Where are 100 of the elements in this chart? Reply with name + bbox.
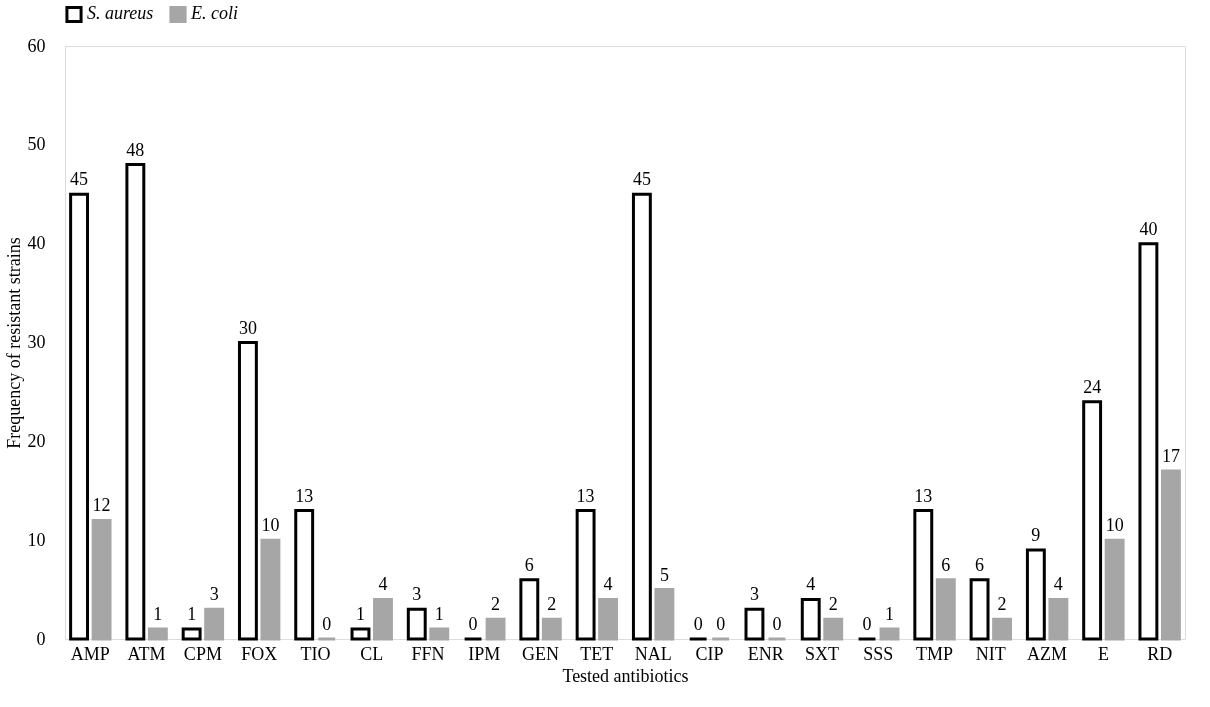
- data-label: 6: [941, 554, 951, 575]
- data-label: 12: [92, 495, 111, 516]
- x-tick-label: FFN: [411, 643, 445, 664]
- bar: [1025, 548, 1046, 641]
- data-label: 1: [153, 604, 163, 625]
- data-label: 1: [187, 604, 197, 625]
- bar: [519, 578, 540, 641]
- legend-label: E. coli: [190, 3, 238, 24]
- x-tick-label: ENR: [747, 643, 784, 664]
- bar: [147, 627, 168, 641]
- data-label: 10: [1105, 515, 1124, 536]
- data-label: 13: [914, 485, 933, 506]
- y-tick-label: 60: [27, 35, 46, 56]
- data-label: 1: [355, 604, 365, 625]
- bar: [879, 627, 900, 641]
- data-label: 0: [716, 614, 726, 634]
- bar: [260, 538, 281, 641]
- bar: [1160, 469, 1181, 641]
- data-label: 2: [547, 594, 557, 615]
- data-label: 17: [1161, 445, 1180, 466]
- bar: [935, 578, 956, 641]
- bar: [541, 617, 562, 641]
- bar: [406, 607, 427, 641]
- data-label: 6: [524, 554, 534, 575]
- data-label: 24: [1083, 376, 1102, 397]
- bar: [1048, 597, 1069, 641]
- x-tick-label: CIP: [695, 643, 724, 664]
- bar: [654, 588, 675, 641]
- x-tick-label: NIT: [975, 643, 1006, 664]
- data-label: 3: [749, 584, 759, 605]
- data-label: 48: [126, 139, 145, 160]
- x-tick-label: CPM: [183, 643, 222, 664]
- bar: [125, 163, 146, 641]
- data-label: 10: [261, 515, 280, 536]
- data-label: 6: [975, 554, 985, 575]
- bar: [823, 617, 844, 641]
- y-tick-label: 20: [27, 430, 46, 451]
- x-tick-label: AZM: [1027, 643, 1068, 664]
- y-tick-label: 10: [27, 529, 46, 550]
- bar: [429, 627, 450, 641]
- bar: [69, 192, 90, 641]
- data-label: 0: [862, 614, 872, 634]
- x-tick-label: GEN: [522, 643, 560, 664]
- bar: [373, 597, 393, 641]
- x-tick-label: NAL: [634, 643, 672, 664]
- data-label: 3: [412, 584, 422, 605]
- x-tick-label: TET: [580, 643, 614, 664]
- x-axis-title: Tested antibiotics: [562, 665, 689, 686]
- data-label: 30: [238, 317, 257, 338]
- bar: [485, 617, 506, 641]
- legend-label: S. aureus: [87, 3, 154, 24]
- bar: [575, 509, 596, 641]
- data-label: 45: [632, 169, 651, 190]
- y-tick-label: 30: [27, 332, 46, 352]
- x-tick-label: CL: [360, 643, 384, 664]
- data-label: 13: [295, 485, 314, 506]
- data-label: 9: [1031, 525, 1041, 546]
- bar: [1082, 400, 1103, 641]
- data-label: 0: [322, 614, 332, 634]
- x-tick-label: SSS: [863, 643, 894, 664]
- bar: [992, 617, 1013, 641]
- y-axis-title: Frequency of resistant strains: [3, 237, 24, 449]
- x-tick-label: RD: [1147, 643, 1173, 664]
- data-label: 4: [806, 574, 816, 595]
- x-tick-label: E: [1097, 643, 1109, 664]
- x-tick-label: TIO: [300, 643, 331, 664]
- y-tick-label: 0: [36, 628, 46, 649]
- bar: [969, 578, 990, 641]
- data-label: 1: [434, 604, 444, 625]
- x-tick-label: ATM: [127, 643, 166, 664]
- bar: [1138, 242, 1159, 641]
- data-label: 13: [576, 485, 595, 506]
- data-label: 40: [1139, 218, 1158, 239]
- data-label: 2: [997, 594, 1007, 615]
- x-tick-label: IPM: [468, 643, 501, 664]
- x-tick-label: TMP: [916, 643, 954, 664]
- data-label: 0: [468, 614, 478, 634]
- bar: [598, 597, 619, 641]
- data-label: 2: [828, 594, 838, 615]
- bar: [91, 518, 112, 641]
- bar: [350, 627, 371, 641]
- data-label: 45: [70, 169, 89, 190]
- data-label: 2: [491, 594, 501, 615]
- data-label: 4: [378, 574, 388, 595]
- bar: [237, 341, 258, 641]
- bar: [913, 509, 934, 641]
- bar: [181, 627, 202, 641]
- bar: [294, 509, 315, 641]
- x-tick-label: AMP: [70, 643, 110, 664]
- data-label: 5: [659, 564, 669, 585]
- data-label: 0: [693, 614, 703, 634]
- data-label: 4: [1053, 574, 1063, 595]
- data-label: 4: [603, 574, 613, 595]
- x-tick-label: FOX: [241, 643, 278, 664]
- data-label: 1: [885, 604, 895, 625]
- y-tick-label: 50: [27, 134, 46, 155]
- bar: [204, 607, 225, 641]
- data-label: 3: [209, 584, 219, 605]
- data-label: 0: [772, 614, 782, 634]
- bar: [744, 607, 765, 641]
